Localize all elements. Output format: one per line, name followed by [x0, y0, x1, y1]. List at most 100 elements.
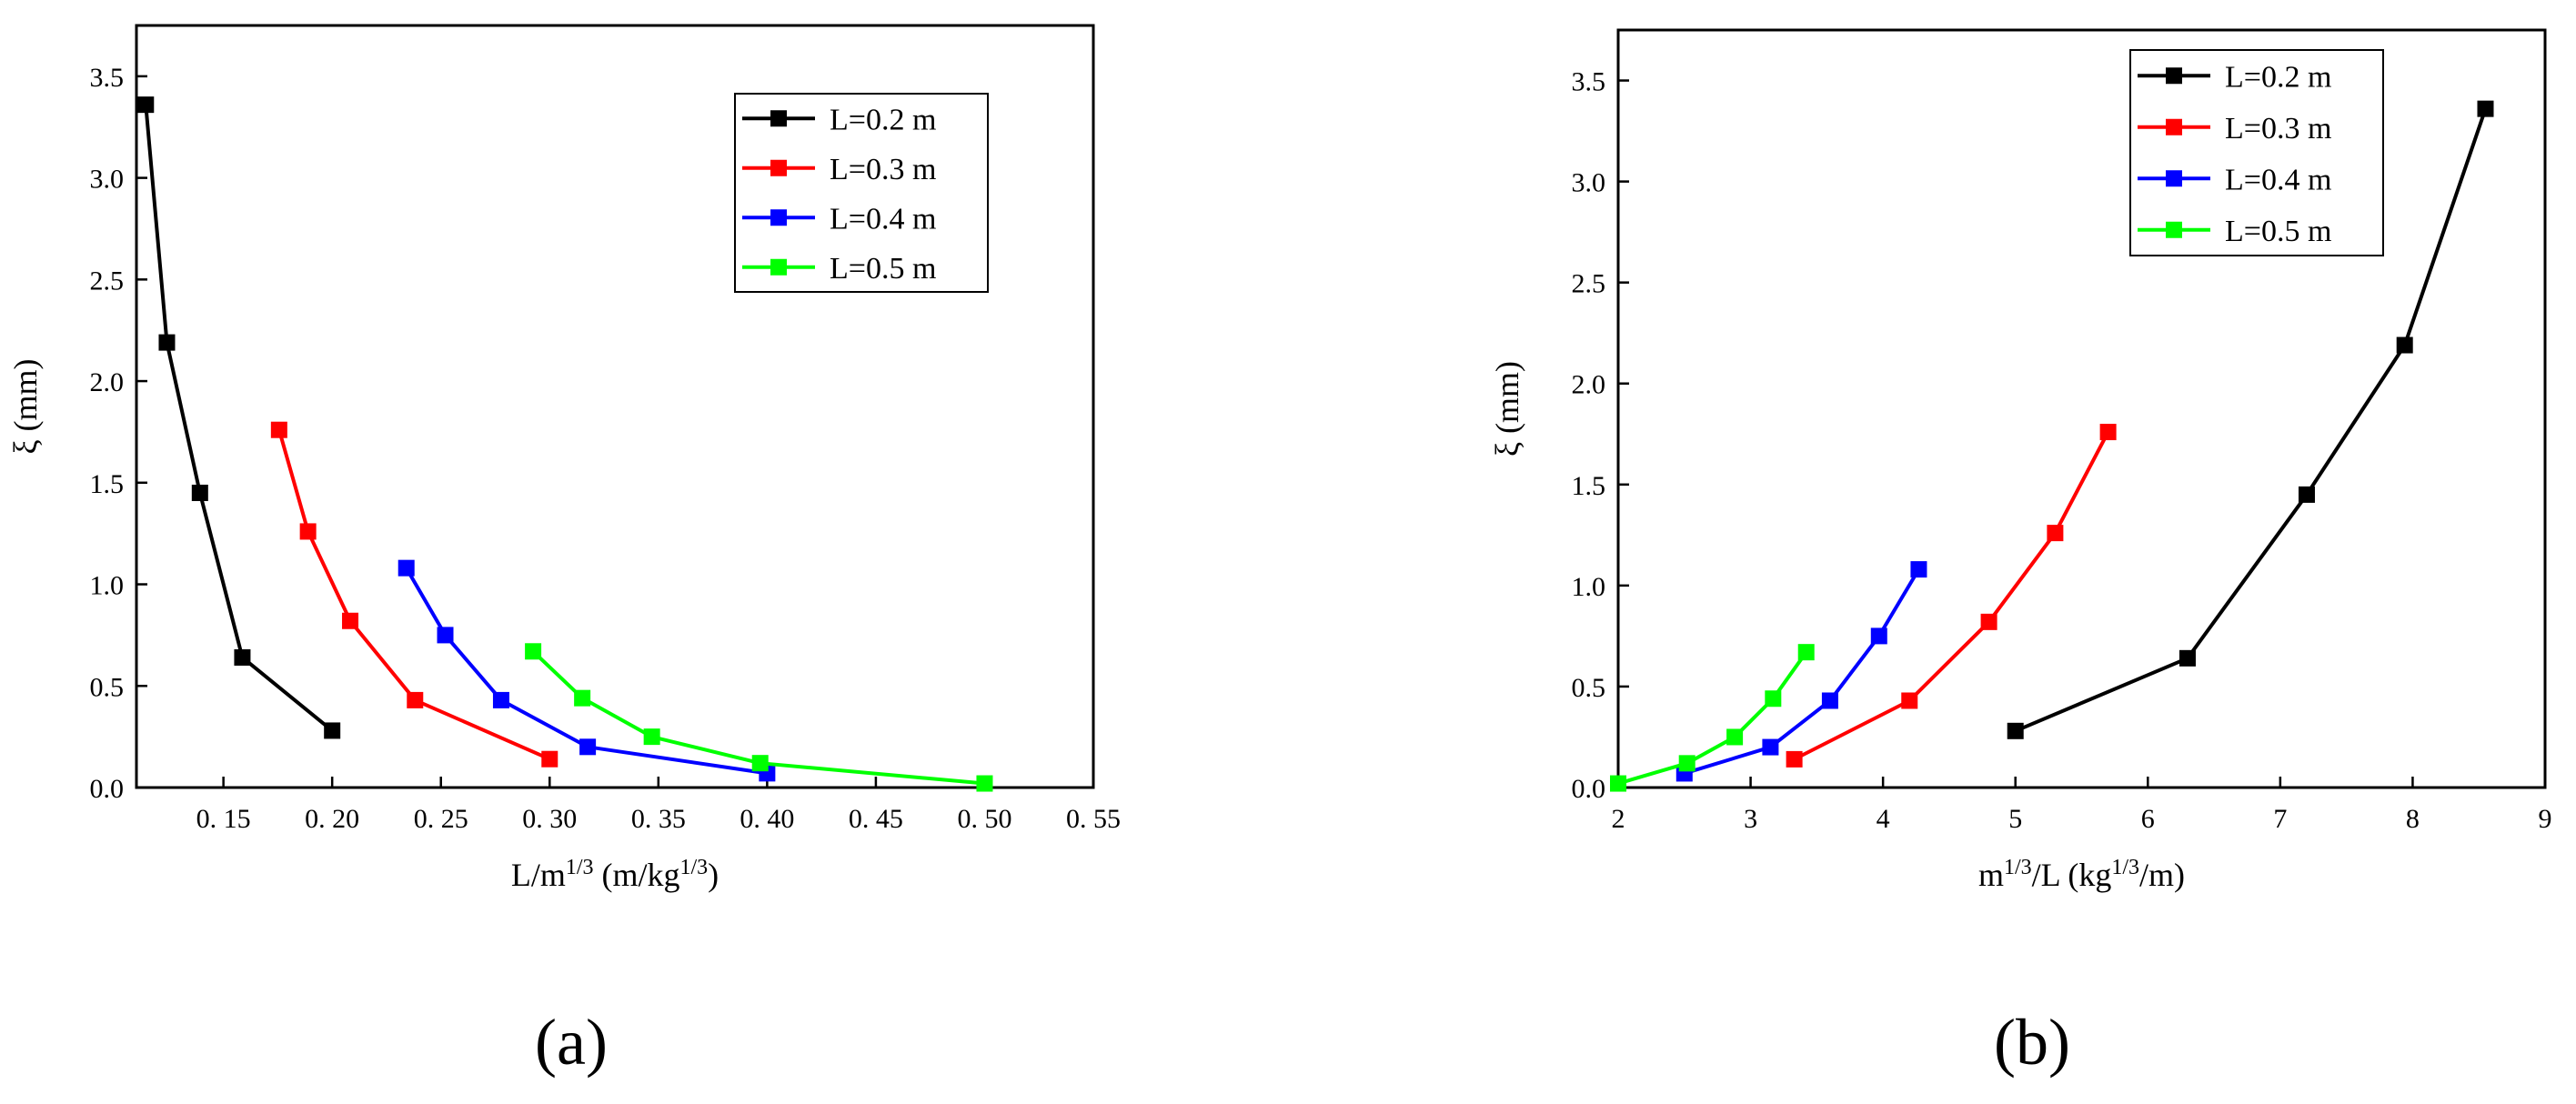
legend-swatch-marker: [2166, 118, 2182, 135]
data-point: [1980, 613, 1997, 630]
data-point: [976, 775, 993, 792]
legend-label: L=0.2 m: [2225, 60, 2331, 94]
y-tick-label: 0.5: [1572, 673, 1606, 703]
data-point: [2298, 486, 2315, 503]
data-point: [299, 523, 317, 540]
y-tick-label: 1.5: [1572, 471, 1606, 501]
legend-label: L=0.3 m: [830, 153, 936, 186]
data-point: [2396, 336, 2413, 354]
x-tick-label: 0. 40: [740, 804, 794, 834]
x-tick-label: 7: [2273, 804, 2287, 834]
x-tick-label: 3: [1744, 804, 1757, 834]
data-point: [2047, 525, 2064, 542]
data-point: [397, 559, 415, 577]
x-tick-label: 0. 15: [196, 804, 251, 834]
x-axis-title-unit-sup: 1/3: [680, 856, 709, 879]
series-line: [144, 104, 334, 732]
panel-label: (b): [1994, 1006, 2070, 1079]
x-tick-label: 9: [2539, 804, 2552, 834]
legend-label: L=0.4 m: [830, 202, 936, 236]
series-line: [1684, 568, 1921, 776]
data-point: [1797, 644, 1815, 661]
legend-box: [734, 93, 989, 293]
legend-label: L=0.2 m: [830, 103, 936, 136]
panel-b: 2 3 4 5 6 7 8 90.00.51.01.52.02.53.03.5m1/3/L (…: [1489, 28, 2552, 1079]
data-point: [2099, 424, 2117, 441]
data-point: [541, 750, 558, 768]
data-point: [2477, 100, 2494, 117]
data-point: [1765, 690, 1782, 708]
data-point: [437, 627, 454, 644]
legend-swatch-marker: [2166, 221, 2182, 238]
x-axis-title-base: m: [1978, 857, 2004, 893]
data-point: [492, 691, 509, 708]
data-point: [234, 648, 251, 666]
data-point: [525, 643, 542, 660]
x-tick-label: 0. 35: [631, 804, 686, 834]
x-tick-label: 4: [1877, 804, 1890, 834]
data-point: [2007, 722, 2024, 739]
x-axis-title: m1/3/L (kg1/3/m): [1978, 856, 2185, 893]
panel-a: 0. 15 0. 20 0. 25 0. 30 0. 35 0. 40 0. 45 0. 50…: [7, 24, 1121, 1079]
data-point: [270, 421, 287, 438]
plot-frame: [135, 24, 1095, 789]
data-point: [342, 612, 359, 629]
data-point: [643, 728, 660, 746]
y-tick-label: 1.0: [90, 571, 125, 601]
x-tick-label: 5: [2008, 804, 2022, 834]
data-point: [574, 689, 591, 707]
data-point: [2179, 649, 2196, 667]
x-tick-label: 8: [2406, 804, 2420, 834]
y-tick-label: 3.0: [1572, 168, 1606, 198]
data-point: [1786, 750, 1803, 768]
data-point: [1821, 692, 1838, 709]
y-tick-label: 3.0: [90, 165, 125, 195]
legend-swatch-marker: [2166, 170, 2182, 187]
legend-swatch-marker: [2166, 67, 2182, 85]
data-point: [1901, 692, 1918, 709]
legend-swatch-marker: [770, 159, 787, 176]
y-tick-label: 1.0: [1572, 572, 1606, 602]
data-point: [324, 722, 341, 739]
data-point: [191, 484, 208, 501]
x-axis-title: L/m1/3 (m/kg1/3): [511, 856, 719, 893]
x-axis-title-base: L/m: [511, 857, 566, 893]
data-point: [1678, 755, 1696, 772]
x-tick-label: 6: [2141, 804, 2155, 834]
data-point: [137, 96, 155, 114]
y-tick-label: 2.5: [1572, 269, 1606, 299]
legend-swatch-marker: [770, 110, 787, 127]
legend-label: L=0.5 m: [830, 252, 936, 286]
plot-frame: [1616, 28, 2547, 789]
x-tick-label: 0. 45: [849, 804, 903, 834]
panel-label: (a): [535, 1006, 608, 1079]
data-point: [1610, 775, 1626, 792]
legend-label: L=0.4 m: [2225, 163, 2331, 196]
x-axis-title-unit: /L (kg: [2032, 857, 2112, 893]
data-point: [579, 738, 597, 756]
x-tick-label: 0. 20: [305, 804, 359, 834]
x-tick-label: 0. 50: [957, 804, 1011, 834]
x-tick-label: 2: [1612, 804, 1625, 834]
y-tick-label: 0.0: [90, 774, 125, 804]
legend-label: L=0.5 m: [2225, 215, 2331, 248]
y-tick-label: 1.5: [90, 469, 125, 499]
y-tick-label: 2.0: [90, 367, 125, 397]
legend: L=0.2 m L=0.3 m L=0.4 m L=0.5 m: [2129, 49, 2384, 256]
x-tick-label: 0. 25: [414, 804, 468, 834]
x-tick-label: 0. 30: [522, 804, 577, 834]
data-point: [751, 755, 769, 772]
x-axis-title-unit: (m/kg: [594, 857, 680, 893]
data-point: [1910, 561, 1927, 578]
legend-swatch-marker: [770, 258, 787, 276]
x-axis-title-close: /m): [2139, 857, 2185, 893]
data-point: [1870, 627, 1887, 645]
y-axis-title: ξ (mm): [1489, 361, 1525, 457]
legend-box: [2129, 49, 2384, 256]
y-tick-label: 2.5: [90, 266, 125, 296]
x-axis-title-sup: 1/3: [2004, 856, 2032, 879]
data-point: [1726, 728, 1744, 746]
x-axis-title-unit-sup: 1/3: [2111, 856, 2139, 879]
y-tick-label: 0.5: [90, 672, 125, 702]
